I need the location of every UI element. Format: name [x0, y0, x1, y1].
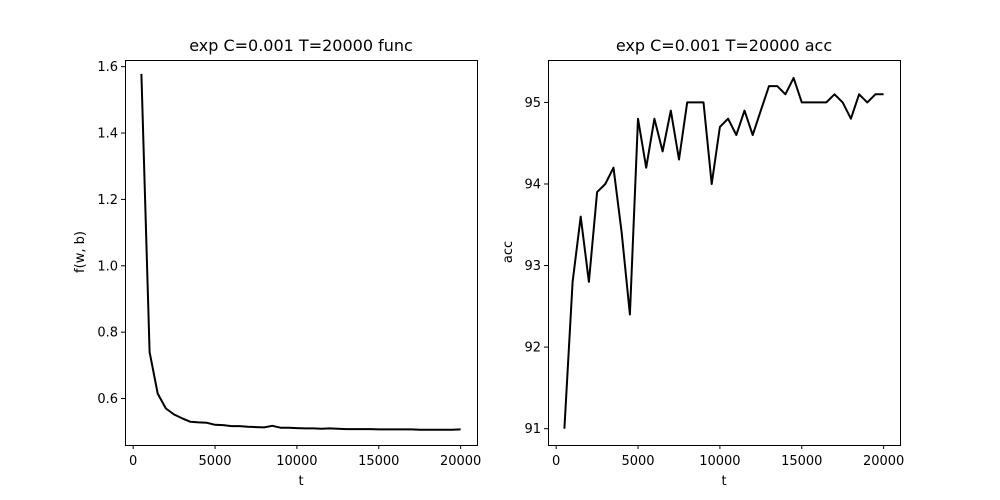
chart-func: exp C=0.001 T=20000 func 0 5000 10000 15000…: [73, 36, 481, 489]
chart-func-xtick-label: 5000: [198, 454, 231, 469]
chart-func-ylabel: f(w, b): [73, 231, 88, 273]
chart-acc-xtick-label: 15000: [781, 454, 822, 469]
chart-func-ytick-label: 1.2: [97, 193, 118, 208]
chart-acc-axes: 0 5000 10000 15000 20000 91 92 93 94 95: [524, 96, 904, 469]
chart-func-xlabel: t: [298, 474, 303, 489]
chart-acc-xlabel: t: [721, 474, 726, 489]
chart-acc-ylabel: acc: [501, 241, 516, 263]
chart-func-title: exp C=0.001 T=20000 func: [189, 36, 413, 55]
chart-acc-xtick-label: 20000: [863, 454, 904, 469]
chart-acc: exp C=0.001 T=20000 acc 0 5000 10000 15000 2…: [501, 36, 904, 489]
chart-acc-ytick-label: 91: [524, 422, 541, 437]
chart-acc-xtick-label: 10000: [699, 454, 740, 469]
chart-acc-ytick-label: 93: [524, 259, 541, 274]
chart-func-xtick-label: 0: [129, 454, 137, 469]
chart-func-ytick-label: 0.8: [97, 326, 118, 341]
chart-acc-ytick-label: 92: [524, 341, 541, 356]
chart-func-xtick-label: 20000: [440, 454, 481, 469]
chart-acc-marks: [563, 76, 884, 429]
chart-func-ytick-label: 1.4: [97, 127, 118, 142]
chart-acc-frame: [548, 60, 901, 446]
chart-func-xtick-label: 10000: [276, 454, 317, 469]
chart-acc-title: exp C=0.001 T=20000 acc: [616, 36, 832, 55]
chart-func-marks: [140, 73, 461, 431]
chart-func-ytick-label: 1.6: [97, 60, 118, 75]
chart-func-axes: 0 5000 10000 15000 20000 0.6 0.8 1.0 1.2 1.4 1.6: [97, 60, 481, 469]
chart-func-series-line-0: [140, 73, 461, 431]
chart-func-xtick-label: 15000: [358, 454, 399, 469]
chart-func-frame: [125, 60, 478, 446]
chart-func-ytick-label: 0.6: [97, 392, 118, 407]
chart-acc-ytick-label: 95: [524, 96, 541, 111]
chart-func-ytick-label: 1.0: [97, 259, 118, 274]
chart-acc-xtick-label: 5000: [621, 454, 654, 469]
chart-acc-ytick-label: 94: [524, 177, 541, 192]
chart-acc-xtick-label: 0: [552, 454, 560, 469]
chart-acc-series-line-0: [563, 76, 884, 429]
